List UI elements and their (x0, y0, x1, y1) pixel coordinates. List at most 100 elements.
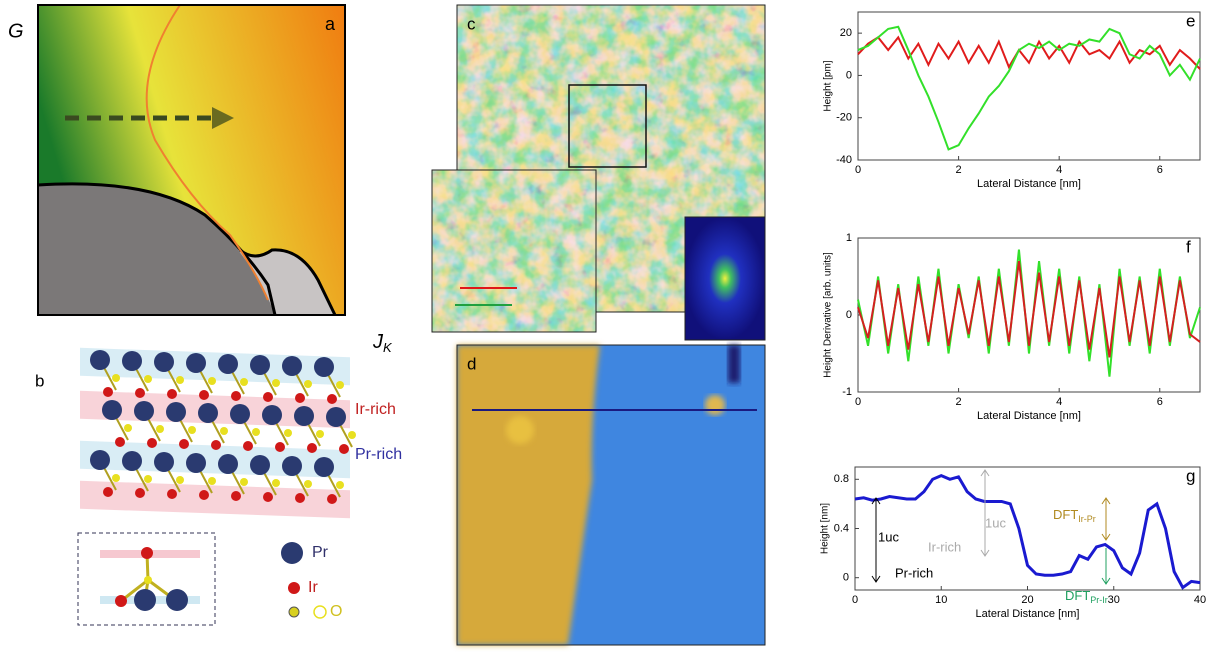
annotation: Ir-rich (928, 539, 961, 554)
ir-atom (147, 438, 157, 448)
o-atom (144, 576, 152, 584)
ir-atom (275, 442, 285, 452)
ir-atom (339, 444, 349, 454)
pr-atom (218, 454, 238, 474)
terrace (457, 345, 600, 645)
o-atom (272, 379, 280, 387)
y-tick-label: -40 (836, 154, 852, 166)
o-atom (144, 475, 152, 483)
arrow (871, 497, 881, 583)
ir-atom (167, 489, 177, 499)
ir-atom (327, 394, 337, 404)
o-atom (304, 480, 312, 488)
o-atom (240, 478, 248, 486)
x-tick-label: 40 (1194, 594, 1206, 606)
o-atom (284, 429, 292, 437)
x-tick-label: 2 (956, 164, 962, 176)
y-axis-label: Height [nm] (820, 503, 831, 554)
o-atom (304, 380, 312, 388)
y-axis-label: Height Derivative [arb. units] (823, 252, 834, 378)
arrow (980, 469, 990, 557)
y-tick-label: 20 (840, 27, 852, 39)
ir-atom (115, 437, 125, 447)
panel-label: f (1186, 237, 1191, 256)
stm-d: d (456, 344, 766, 646)
x-axis-label: Lateral Distance [nm] (977, 178, 1081, 190)
o-atom (112, 474, 120, 482)
x-tick-label: 20 (1021, 594, 1033, 606)
x-tick-label: 4 (1056, 164, 1062, 176)
pr-atom (282, 456, 302, 476)
axis-label: G (8, 20, 24, 42)
ir-atom (243, 441, 253, 451)
o-atom (348, 431, 356, 439)
af-l (238, 249, 335, 315)
plot-frame (854, 466, 1201, 591)
pr-atom (294, 406, 314, 426)
x-tick-label: 30 (1108, 594, 1120, 606)
y-axis-label: Height [pm] (823, 60, 834, 111)
pr-atom (186, 353, 206, 373)
boundary (239, 248, 337, 316)
crossover (145, 4, 269, 301)
zoom-image (431, 169, 597, 333)
o-atom (208, 477, 216, 485)
pr-atom (250, 455, 270, 475)
pr-atom (314, 457, 334, 477)
pr-atom (90, 350, 110, 370)
pr-atom (134, 589, 156, 611)
o-atom (144, 375, 152, 383)
stm-c: c (431, 4, 766, 341)
panel-label: e (1186, 11, 1195, 30)
frame (456, 344, 766, 646)
boundary (37, 182, 277, 316)
ir-atom (141, 547, 153, 559)
ir-atom (263, 392, 273, 402)
plot-frame (857, 237, 1201, 393)
pr-atom (262, 405, 282, 425)
y-tick-label: 0 (846, 69, 852, 81)
o-atom (156, 425, 164, 433)
o-atom (336, 381, 344, 389)
ir-atom (295, 493, 305, 503)
pr-atom (166, 589, 188, 611)
o-atom (176, 476, 184, 484)
feature (728, 345, 740, 383)
axis-main: J (372, 331, 384, 353)
annotation: 1uc (878, 529, 899, 544)
y-tick-label: -20 (836, 112, 852, 124)
annotation-sub: Pr-Ir (1090, 595, 1108, 605)
pr-atom (90, 450, 110, 470)
x-tick-label: 0 (855, 164, 861, 176)
y-tick-label: 0 (843, 572, 849, 584)
axis-label: JK (372, 331, 393, 355)
series-line (857, 260, 1201, 358)
layer-label: Ir-rich (355, 401, 396, 418)
annotation-sub: Ir-Pr (1078, 514, 1096, 524)
pr-atom (102, 400, 122, 420)
pr-atom (134, 401, 154, 421)
plot-frame (857, 11, 1201, 161)
pr-atom (122, 351, 142, 371)
pr-atom (154, 352, 174, 372)
series-line (857, 35, 1201, 70)
legend-label: O (330, 603, 342, 620)
fft-image (684, 216, 766, 341)
af-s (38, 183, 275, 315)
x-tick-label: 4 (1056, 396, 1062, 408)
frame (431, 169, 597, 333)
ir-atom (135, 488, 145, 498)
o-atom (336, 481, 344, 489)
ir-atom (327, 494, 337, 504)
o-atom (240, 378, 248, 386)
arrow (1101, 497, 1111, 541)
y-tick-label: -1 (842, 386, 852, 398)
annotation: DFTPr-Ir (1065, 588, 1108, 605)
arrow (1101, 548, 1111, 585)
ir-atom (263, 492, 273, 502)
o-atom (316, 430, 324, 438)
feature (506, 416, 534, 444)
feature (705, 395, 725, 415)
ir-atom (199, 390, 209, 400)
y-tick-label: 1 (846, 232, 852, 244)
